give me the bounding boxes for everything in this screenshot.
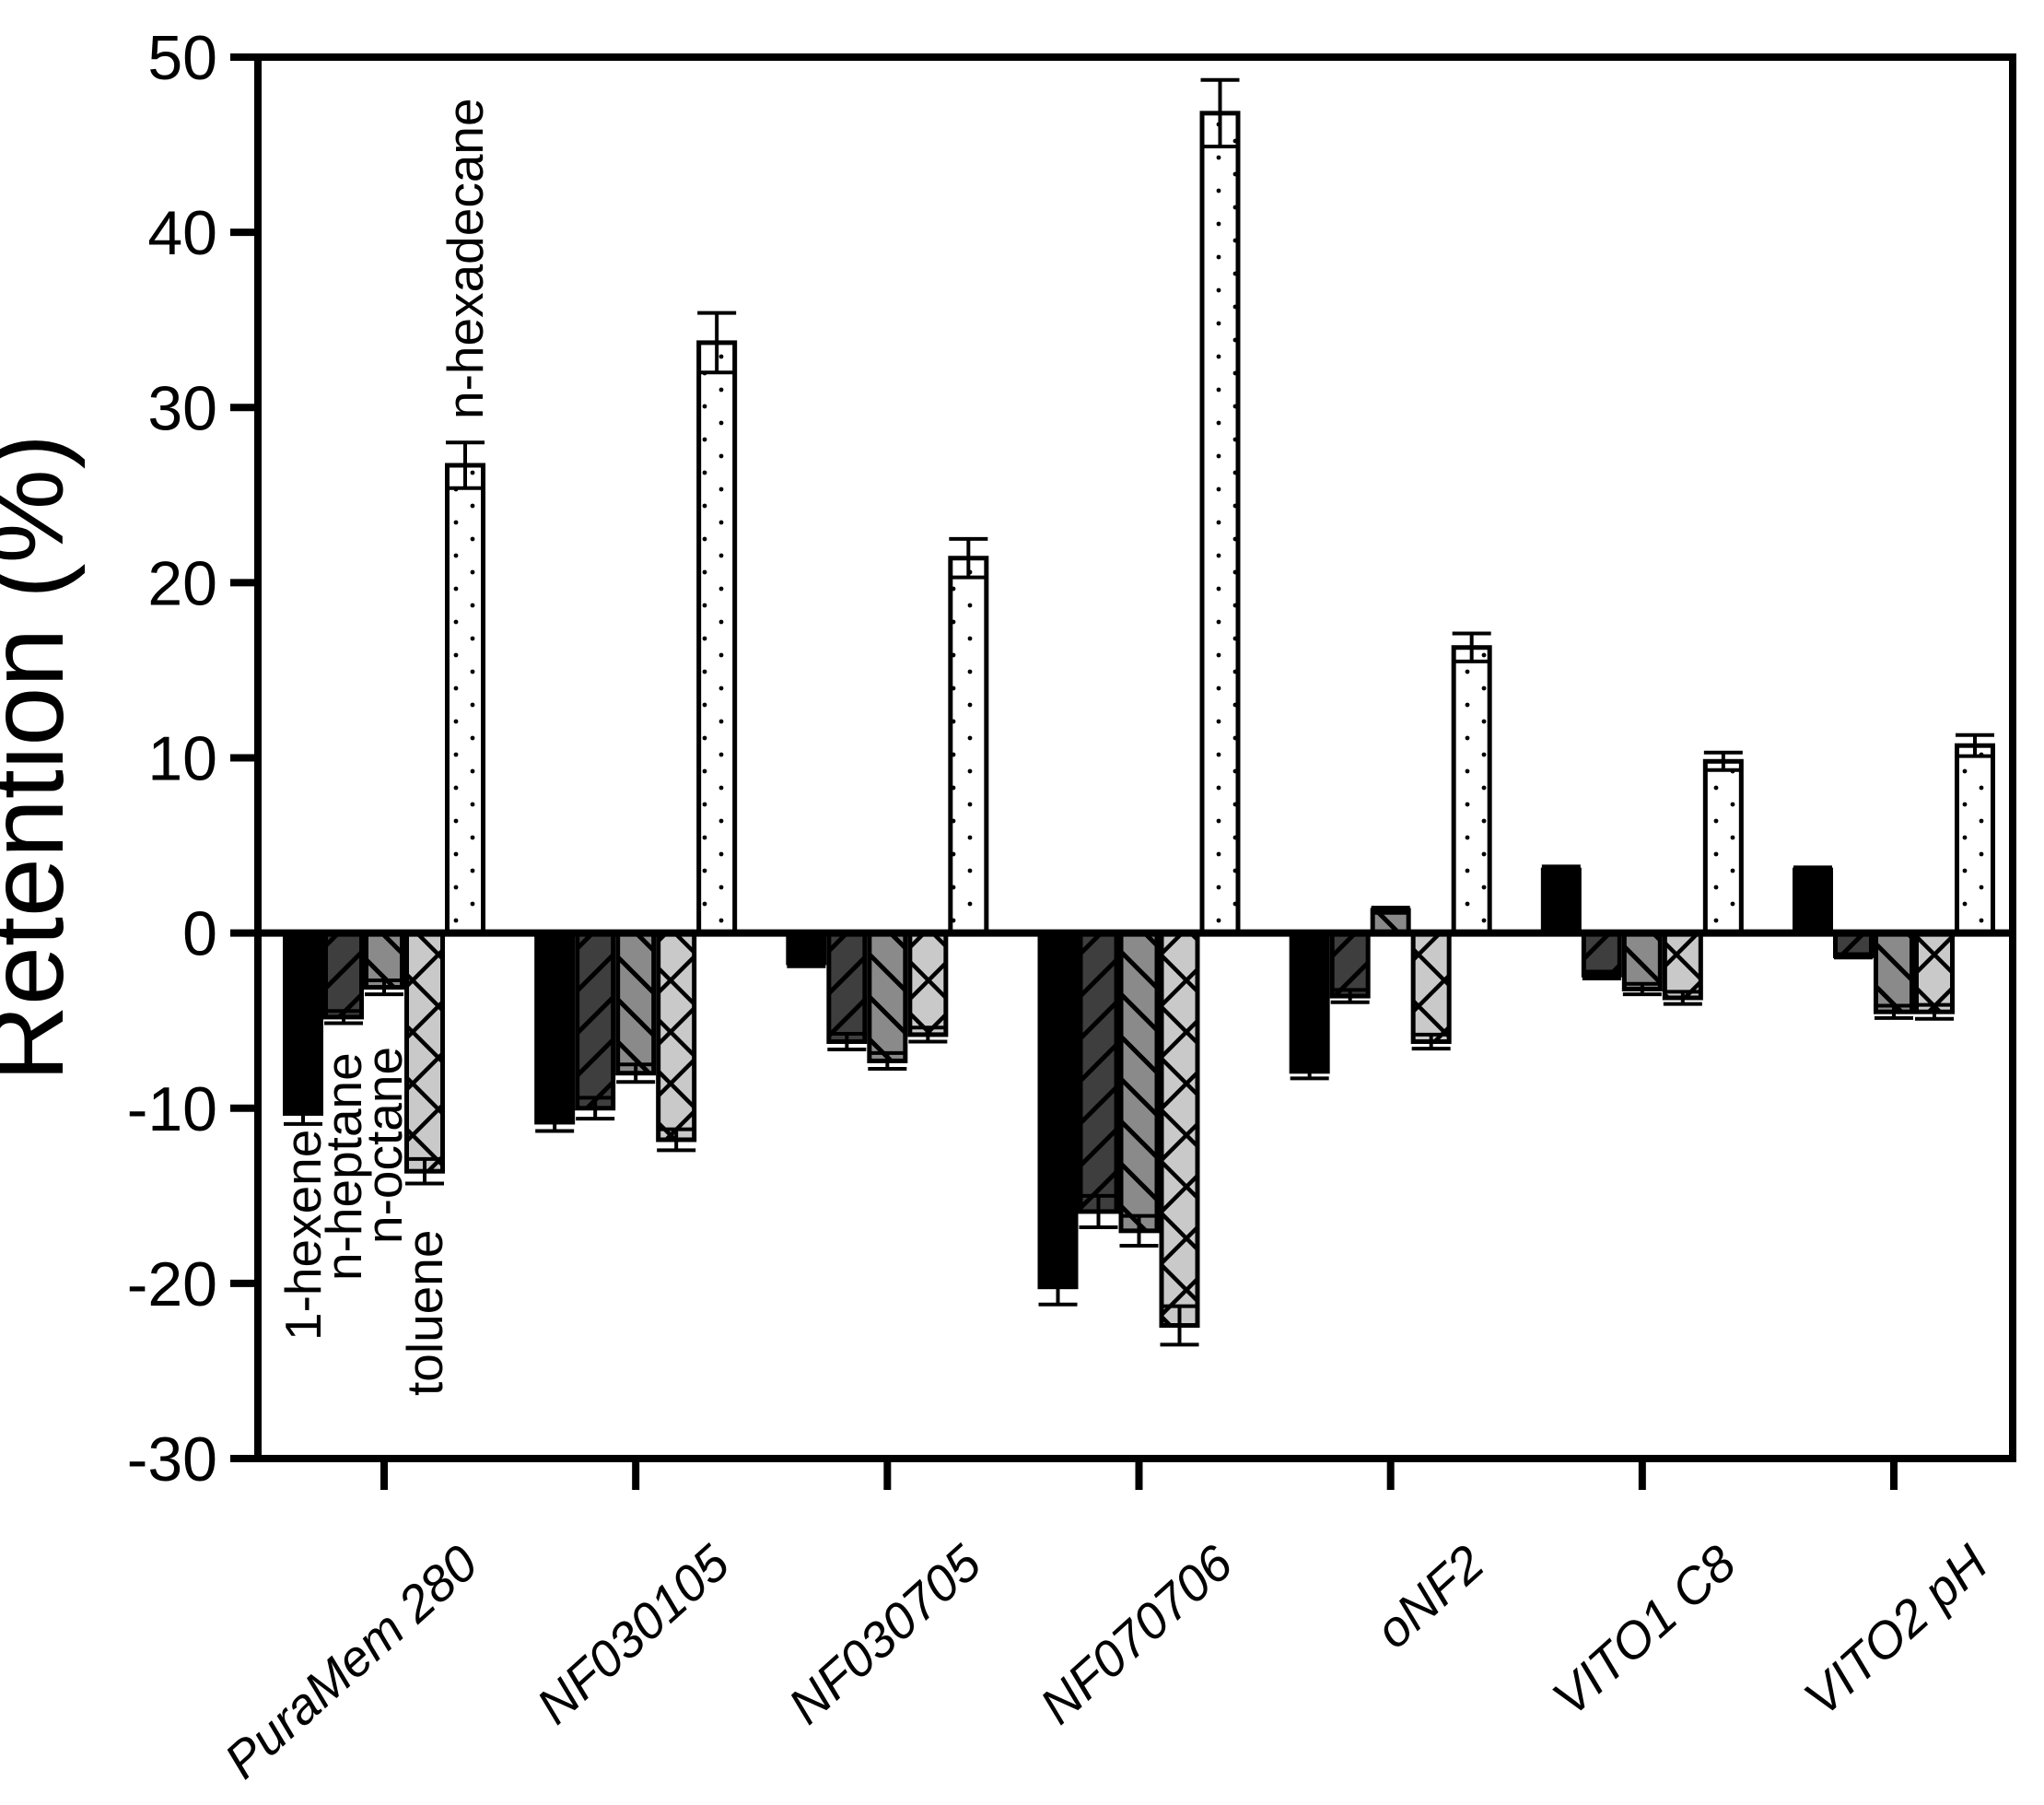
bar-nf070706-toluene <box>1159 931 1200 1329</box>
bar-vito2-ph-toluene <box>1914 931 1955 1014</box>
bar-vito1-c8-toluene <box>1662 931 1703 1001</box>
error-bar-onf2-n-heptane <box>1330 988 1370 1004</box>
error-bar-vito1-c8-n-octane <box>1622 981 1662 997</box>
error-bar-puramem-280-n-hexadecane <box>446 440 485 490</box>
bar-vito1-c8-n-hexadecane <box>1702 758 1744 936</box>
error-bar-vito1-c8-1-hexene <box>1541 864 1581 875</box>
bar-onf2-n-heptane <box>1329 931 1371 999</box>
error-bar-vito2-ph-n-octane <box>1875 1003 1913 1020</box>
error-bar-onf2-n-hexadecane <box>1452 631 1491 663</box>
plot-frame <box>254 53 2016 1462</box>
error-bar-nf030105-n-octane <box>616 1062 656 1084</box>
error-bar-nf070706-toluene <box>1160 1304 1199 1347</box>
solvent-label-n-heptane: n-heptane <box>315 1052 372 1281</box>
error-bar-nf030105-n-heptane <box>576 1096 615 1121</box>
error-bar-nf070706-n-octane <box>1119 1213 1159 1248</box>
error-bar-nf030705-n-octane <box>868 1050 907 1071</box>
bar-vito1-c8-n-heptane <box>1581 931 1622 978</box>
error-bar-onf2-n-octane <box>1371 906 1410 915</box>
solvent-label-1-hexene: 1-hexene <box>274 1130 332 1341</box>
y-tick-label-40: 40 <box>147 198 217 268</box>
error-bar-vito1-c8-n-hexadecane <box>1703 750 1743 772</box>
bar-onf2-1-hexene <box>1289 931 1330 1074</box>
y-tick-label-30: 30 <box>147 373 217 443</box>
error-bar-vito2-ph-1-hexene <box>1793 865 1832 875</box>
error-bar-onf2-toluene <box>1411 1032 1451 1051</box>
bar-nf030105-n-heptane <box>575 931 616 1111</box>
x-tick-label-nf070706: NF070706 <box>1029 1534 1244 1735</box>
error-bar-nf030705-toluene <box>908 1026 948 1044</box>
error-bar-puramem-280-1-hexene <box>284 1101 322 1126</box>
solvent-label-n-hexadecane: n-hexadecane <box>437 98 494 419</box>
error-bar-vito2-ph-n-hexadecane <box>1956 733 1994 758</box>
y-tick-label-0: 0 <box>182 899 217 969</box>
bar-nf030105-n-octane <box>615 931 657 1076</box>
y-tick-label--10: -10 <box>127 1074 217 1144</box>
bar-nf030105-toluene <box>656 931 697 1143</box>
bar-nf030705-toluene <box>907 931 949 1037</box>
error-bar-vito1-c8-n-heptane <box>1582 969 1621 981</box>
bar-nf030105-1-hexene <box>534 931 576 1125</box>
bar-onf2-n-hexadecane <box>1451 645 1492 936</box>
error-bar-vito2-ph-toluene <box>1915 1002 1954 1021</box>
y-tick-label-50: 50 <box>147 23 217 93</box>
error-bar-nf070706-n-heptane <box>1079 1193 1118 1230</box>
x-tick-label-vito2-ph: VITO2 pH <box>1793 1534 1999 1727</box>
error-bar-nf030105-1-hexene <box>535 1111 575 1133</box>
bar-nf070706-1-hexene <box>1037 931 1079 1290</box>
bar-vito1-c8-n-octane <box>1621 931 1663 991</box>
y-tick-label-20: 20 <box>147 548 217 618</box>
bar-vito2-ph-n-octane <box>1874 931 1914 1014</box>
bar-nf070706-n-heptane <box>1078 931 1119 1214</box>
error-bars-layer <box>284 77 1994 1347</box>
error-bar-nf030105-toluene <box>657 1127 696 1153</box>
error-bar-nf070706-n-hexadecane <box>1200 77 1240 148</box>
error-bar-nf030105-n-hexadecane <box>697 311 737 375</box>
error-bar-nf030705-n-hexadecane <box>949 536 988 580</box>
error-bar-onf2-1-hexene <box>1290 1062 1329 1081</box>
bar-nf030705-n-heptane <box>826 931 868 1045</box>
bar-vito1-c8-1-hexene <box>1540 867 1582 936</box>
bar-puramem-280-n-hexadecane <box>445 463 485 936</box>
bar-nf030705-n-octane <box>867 931 908 1063</box>
bar-vito2-ph-n-hexadecane <box>1955 743 1995 936</box>
bar-nf030105-n-hexadecane <box>696 340 738 936</box>
bar-vito2-ph-n-heptane <box>1833 931 1874 958</box>
solvent-label-n-octane: n-octane <box>356 1047 413 1244</box>
error-bar-nf030705-1-hexene <box>787 957 826 968</box>
error-bar-puramem-280-n-octane <box>365 978 403 997</box>
bar-nf070706-n-octane <box>1118 931 1160 1234</box>
y-tick-label--30: -30 <box>127 1424 217 1494</box>
x-tick-label-nf030105: NF030105 <box>526 1534 741 1735</box>
error-bar-puramem-280-n-heptane <box>324 1009 363 1026</box>
bar-nf030705-n-hexadecane <box>948 556 989 936</box>
error-bar-puramem-280-toluene <box>405 1156 444 1186</box>
y-tick-label-10: 10 <box>147 724 217 794</box>
x-tick-label-puramem-280: PuraMem 280 <box>214 1534 489 1789</box>
bar-onf2-toluene <box>1410 931 1452 1045</box>
error-bar-nf030705-n-heptane <box>827 1031 867 1052</box>
error-bar-vito2-ph-n-heptane <box>1834 952 1873 960</box>
bar-vito2-ph-1-hexene <box>1793 867 1833 936</box>
bar-nf070706-n-hexadecane <box>1199 111 1241 936</box>
solvent-label-toluene: toluene <box>396 1230 453 1396</box>
y-tick-label--20: -20 <box>127 1249 217 1319</box>
x-tick-label-nf030705: NF030705 <box>777 1534 992 1735</box>
error-bar-nf070706-1-hexene <box>1038 1267 1078 1307</box>
x-tick-label-onf2: oNF2 <box>1364 1534 1494 1659</box>
error-bar-vito1-c8-toluene <box>1663 990 1702 1006</box>
x-tick-label-vito1-c8: VITO1 C8 <box>1541 1534 1746 1727</box>
y-axis-title: Retention (%) <box>0 434 86 1082</box>
bars-layer <box>283 111 1995 1329</box>
bar-puramem-280-n-heptane <box>323 931 364 1020</box>
